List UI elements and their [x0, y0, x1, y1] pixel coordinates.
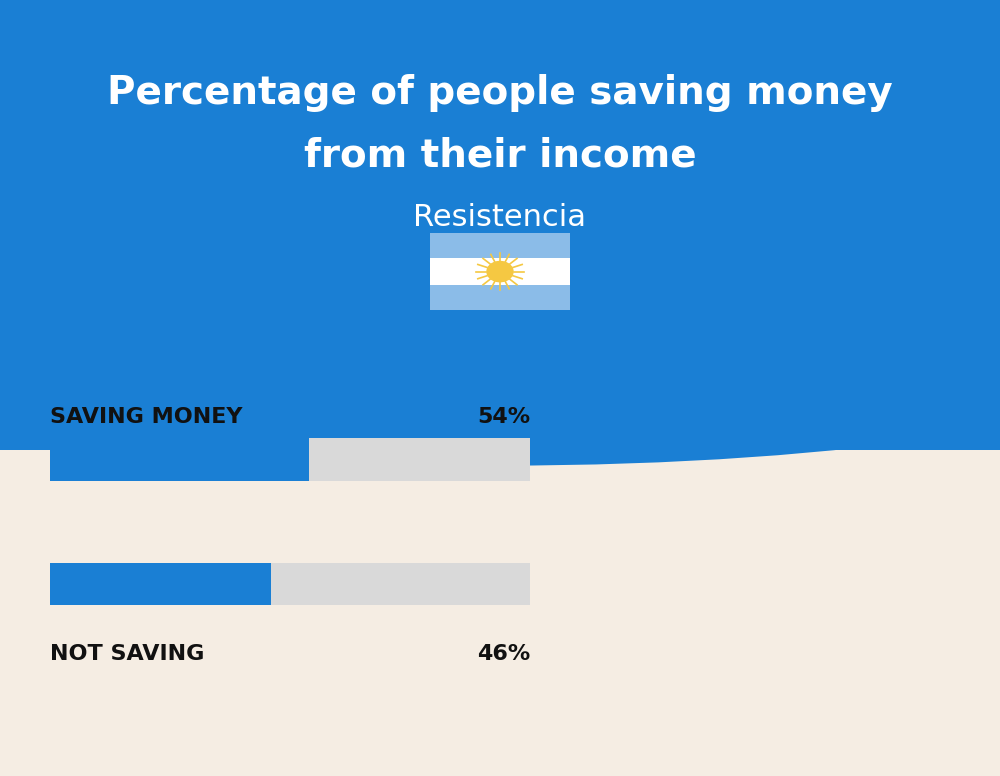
Bar	[430, 258, 570, 285]
Text: from their income: from their income	[304, 137, 696, 174]
Bar	[50, 438, 530, 481]
Text: Percentage of people saving money: Percentage of people saving money	[107, 74, 893, 112]
Ellipse shape	[0, 248, 1000, 466]
Bar	[430, 233, 570, 258]
Bar	[50, 563, 530, 605]
Text: SAVING MONEY: SAVING MONEY	[50, 407, 242, 427]
Bar	[430, 285, 570, 310]
Text: 54%: 54%	[477, 407, 530, 427]
Bar	[50, 438, 309, 481]
Bar	[0, 0, 1000, 450]
Text: 46%: 46%	[477, 644, 530, 664]
Text: Resistencia: Resistencia	[414, 203, 586, 232]
Circle shape	[487, 262, 513, 282]
Bar	[50, 563, 271, 605]
Text: NOT SAVING: NOT SAVING	[50, 644, 204, 664]
